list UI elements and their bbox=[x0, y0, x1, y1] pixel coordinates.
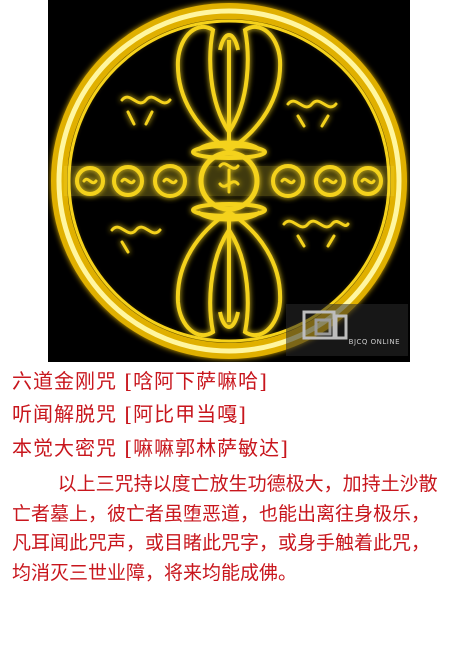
mantra-line-3: 本觉大密咒 [嘛嘛郭林萨敏达] bbox=[12, 436, 289, 460]
mantra-line-2: 听闻解脱咒 [阿比甲当嘎] bbox=[12, 402, 247, 426]
vajra-emblem: BJCQ ONLINE bbox=[48, 0, 410, 362]
description-paragraph: 以上三咒持以度亡放生功德极大，加持土沙散亡者墓上，彼亡者虽堕恶道，也能出离往身极… bbox=[12, 473, 438, 584]
watermark-logo: BJCQ ONLINE bbox=[286, 304, 408, 356]
watermark-text: BJCQ ONLINE bbox=[348, 338, 400, 346]
watermark-icon bbox=[286, 304, 408, 356]
mantra-line-1: 六道金刚咒 [唅阿下萨嘛哈] bbox=[12, 369, 268, 393]
double-vajra-icon bbox=[48, 0, 410, 362]
